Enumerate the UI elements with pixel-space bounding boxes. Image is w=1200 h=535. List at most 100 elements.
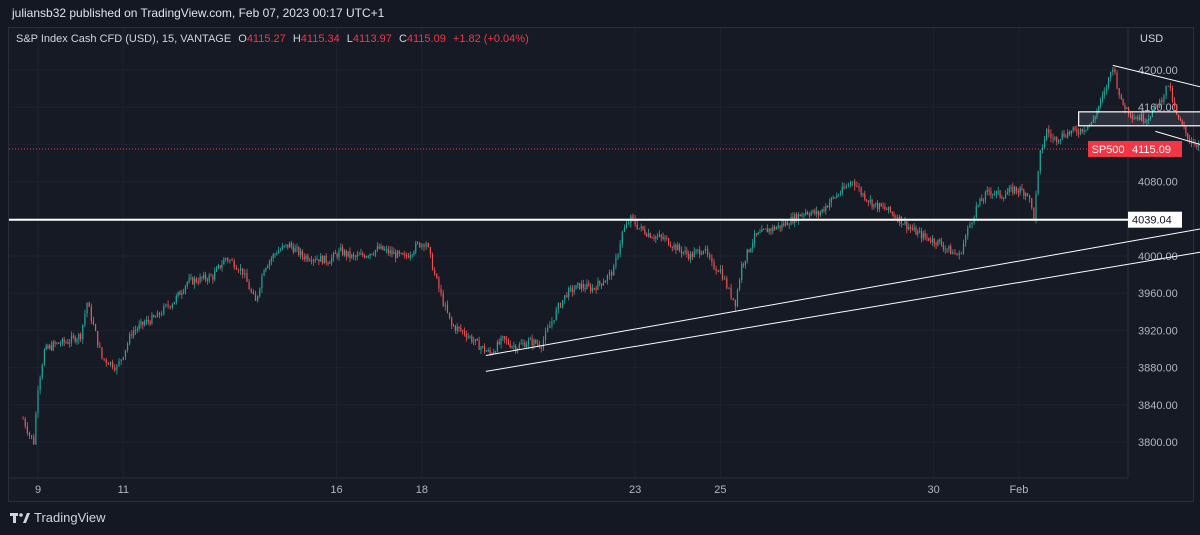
candle-body — [398, 251, 400, 254]
candle-body — [711, 257, 713, 262]
candle-body — [766, 228, 768, 233]
candle-body — [913, 227, 915, 230]
candle-body — [1185, 127, 1187, 134]
candle-body — [122, 357, 124, 360]
candle-body — [444, 304, 446, 306]
candle-body — [175, 295, 177, 303]
candle-body — [544, 331, 547, 340]
candle-body — [655, 236, 657, 239]
candle-body — [893, 213, 895, 217]
candle-body — [478, 340, 480, 350]
symbol-legend: S&P Index Cash CFD (USD), 15, VANTAGE O4… — [16, 33, 529, 45]
candle-body — [561, 300, 564, 308]
candle-body — [871, 199, 873, 208]
candle-body — [118, 361, 120, 366]
x-tick-label: 16 — [330, 484, 342, 496]
candle-body — [816, 211, 818, 214]
candle-body — [781, 223, 783, 229]
candle-body — [533, 340, 535, 346]
candle-body — [56, 342, 58, 344]
candle-body — [250, 289, 252, 293]
candle-body — [396, 251, 399, 258]
candle-body — [407, 256, 410, 258]
candle-body — [440, 288, 442, 294]
footer-brand[interactable]: TradingView — [10, 510, 106, 525]
candle-body — [559, 303, 562, 308]
candle-body — [571, 287, 573, 293]
candle-body — [761, 229, 763, 232]
candle-body — [1056, 137, 1058, 142]
candle-body — [557, 303, 559, 310]
candle-body — [1010, 186, 1012, 189]
candle-body — [1041, 147, 1044, 151]
candle-body — [509, 344, 511, 348]
candle-body — [39, 377, 41, 390]
candle-body — [924, 233, 926, 238]
candle-body — [469, 336, 471, 338]
candle-body — [423, 244, 425, 247]
candle-body — [1015, 186, 1018, 192]
candle-body — [1054, 137, 1056, 139]
candle-body — [384, 249, 386, 251]
candle-body — [673, 244, 675, 248]
candle-body — [555, 309, 557, 321]
candle-body — [1031, 198, 1033, 208]
currency-label: USD — [1140, 33, 1163, 45]
candle-body — [794, 214, 796, 223]
candle-body — [805, 212, 807, 215]
candle-body — [1096, 110, 1098, 117]
x-tick-label: 30 — [928, 484, 940, 496]
candle-body — [507, 340, 509, 345]
candle-body — [962, 243, 965, 254]
candle-body — [233, 260, 235, 268]
candle-body — [1021, 187, 1023, 191]
trend-line — [485, 228, 1200, 357]
candle-body — [227, 258, 229, 261]
candle-body — [875, 202, 877, 205]
candle-body — [1131, 115, 1133, 119]
candle-body — [1012, 186, 1014, 194]
candle-body — [764, 228, 767, 230]
candle-body — [1198, 143, 1200, 147]
candle-body — [163, 306, 165, 315]
candle-body — [1140, 114, 1143, 121]
candle-body — [1177, 114, 1180, 119]
candle-body — [786, 221, 789, 226]
candle-body — [184, 285, 187, 292]
candle-body — [669, 245, 672, 247]
candle-body — [54, 342, 56, 344]
candle-body — [784, 221, 787, 226]
candle-body — [651, 237, 653, 239]
candle-body — [981, 198, 983, 202]
candle-body — [958, 253, 960, 256]
candle-body — [195, 278, 198, 282]
candle-body — [438, 278, 440, 289]
candle-body — [393, 252, 395, 255]
candle-body — [391, 250, 393, 255]
candle-body — [995, 191, 998, 194]
candle-body — [843, 186, 845, 189]
candle-body — [47, 345, 49, 349]
candle-body — [527, 339, 530, 345]
candle-body — [476, 339, 478, 341]
candle-body — [281, 246, 283, 250]
candle-body — [382, 245, 384, 251]
candle-body — [942, 245, 944, 250]
candle-body — [946, 248, 948, 250]
candle-body — [1019, 187, 1021, 193]
candle-body — [101, 347, 103, 359]
candle-body — [237, 269, 240, 272]
candle-body — [586, 283, 588, 289]
candle-body — [353, 254, 355, 257]
candle-body — [419, 242, 421, 248]
candle-body — [498, 341, 500, 344]
candle-body — [169, 306, 171, 308]
candle-body — [867, 200, 870, 202]
candle-body — [858, 186, 860, 188]
chart-panel[interactable] — [8, 27, 1194, 502]
candle-body — [278, 250, 280, 254]
candle-body — [537, 343, 539, 345]
candle-body — [156, 312, 159, 318]
candle-body — [454, 326, 456, 331]
